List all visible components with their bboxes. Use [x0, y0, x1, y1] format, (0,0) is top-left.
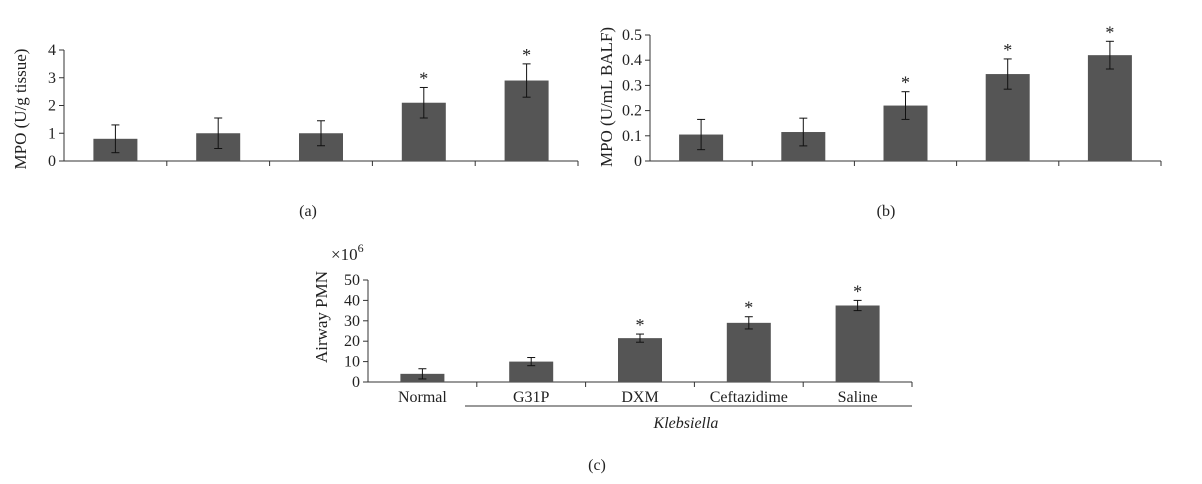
- panel-c-significance-marker: *: [853, 281, 862, 301]
- panel-b-y-tick-label: 0.5: [622, 27, 642, 44]
- panel-a-chart: MPO (U/g tissue) 0 1 2 3 4 * * (a): [11, 42, 579, 220]
- panel-b-y-tick-label: 0.4: [622, 52, 642, 69]
- panel-a-y-tick-label: 3: [48, 70, 56, 87]
- panel-c-error-bar: [853, 299, 862, 312]
- panel-c-chart: Airway PMN ×106 0 10 20 30 40 50 * * * Normal G3…: [312, 241, 913, 474]
- panel-c-y-tick-label: 10: [344, 354, 360, 371]
- panel-c-multiplier-exponent: 6: [358, 241, 364, 255]
- panel-b-label: (b): [877, 203, 896, 220]
- panel-c-bar: [835, 305, 880, 382]
- panel-c-y-tick-label: 40: [344, 292, 360, 309]
- panel-a-label: (a): [299, 203, 317, 220]
- panel-a-y-tick-label: 0: [48, 153, 56, 170]
- panel-b-error-bar: [1105, 40, 1114, 70]
- panel-c-multiplier-base: ×10: [331, 245, 358, 264]
- panel-b-significance-marker: *: [1003, 40, 1012, 60]
- panel-a-error-bar: [214, 117, 223, 150]
- panel-c-error-bar: [527, 357, 536, 367]
- panel-c-error-bar: [418, 368, 427, 380]
- panel-c-y-tick-label: 0: [352, 374, 360, 391]
- panel-b-y-tick-label: 0.3: [622, 77, 642, 94]
- panel-b-bar: [1087, 55, 1132, 161]
- panel-c-error-bar: [744, 316, 753, 330]
- panel-a-error-bar: [111, 124, 120, 154]
- panel-b-y-tick-label: 0.2: [622, 103, 642, 120]
- panel-c-category-label: G31P: [513, 389, 550, 406]
- panel-c-category-label: Normal: [398, 389, 447, 406]
- panel-c-category-label: Ceftazidime: [710, 389, 788, 406]
- panel-c-y-axis-label: Airway PMN: [312, 271, 331, 363]
- panel-b-chart: MPO (U/mL BALF) 0 0.1 0.2 0.3 0.4 0.5 * * * (b): [597, 22, 1162, 220]
- panel-b-y-tick-label: 0: [634, 153, 642, 170]
- panel-a-error-bar: [419, 86, 428, 119]
- panel-a-error-bar: [522, 63, 531, 98]
- panel-a-y-tick-label: 1: [48, 125, 56, 142]
- panel-c-bar: [509, 361, 554, 382]
- panel-c-y-tick-label: 30: [344, 313, 360, 330]
- panel-c-y-multiplier: ×106: [331, 241, 364, 264]
- panel-a-y-axis-label: MPO (U/g tissue): [11, 49, 30, 170]
- panel-b-error-bar: [799, 117, 808, 147]
- panel-c-category-label: DXM: [621, 389, 658, 406]
- panel-a-significance-marker: *: [419, 68, 428, 88]
- panel-b-error-bar: [1003, 58, 1012, 90]
- panel-c-label: (c): [588, 457, 606, 474]
- panel-c-group-label: Klebsiella: [653, 415, 719, 432]
- panel-b-error-bar: [697, 118, 706, 151]
- panel-c-y-tick-label: 50: [344, 272, 360, 289]
- panel-c-category-label: Saline: [838, 389, 878, 406]
- panel-b-error-bar: [901, 91, 910, 120]
- panel-a-y-tick-label: 4: [48, 42, 56, 59]
- panel-b-significance-marker: *: [1105, 22, 1114, 42]
- panel-c-significance-marker: *: [636, 315, 645, 335]
- panel-c-significance-marker: *: [744, 298, 753, 318]
- panel-a-error-bar: [317, 120, 325, 147]
- panel-b-y-tick-label: 0.1: [622, 128, 642, 145]
- panel-b-significance-marker: *: [901, 73, 910, 93]
- panel-b-y-axis-label: MPO (U/mL BALF): [597, 27, 616, 167]
- panel-c-y-tick-label: 20: [344, 333, 360, 350]
- panel-c-bar: [618, 338, 662, 382]
- panel-c-error-bar: [636, 333, 644, 343]
- panel-a-y-tick-label: 2: [48, 98, 56, 115]
- panel-c-bar: [726, 322, 771, 382]
- panel-a-significance-marker: *: [522, 45, 531, 65]
